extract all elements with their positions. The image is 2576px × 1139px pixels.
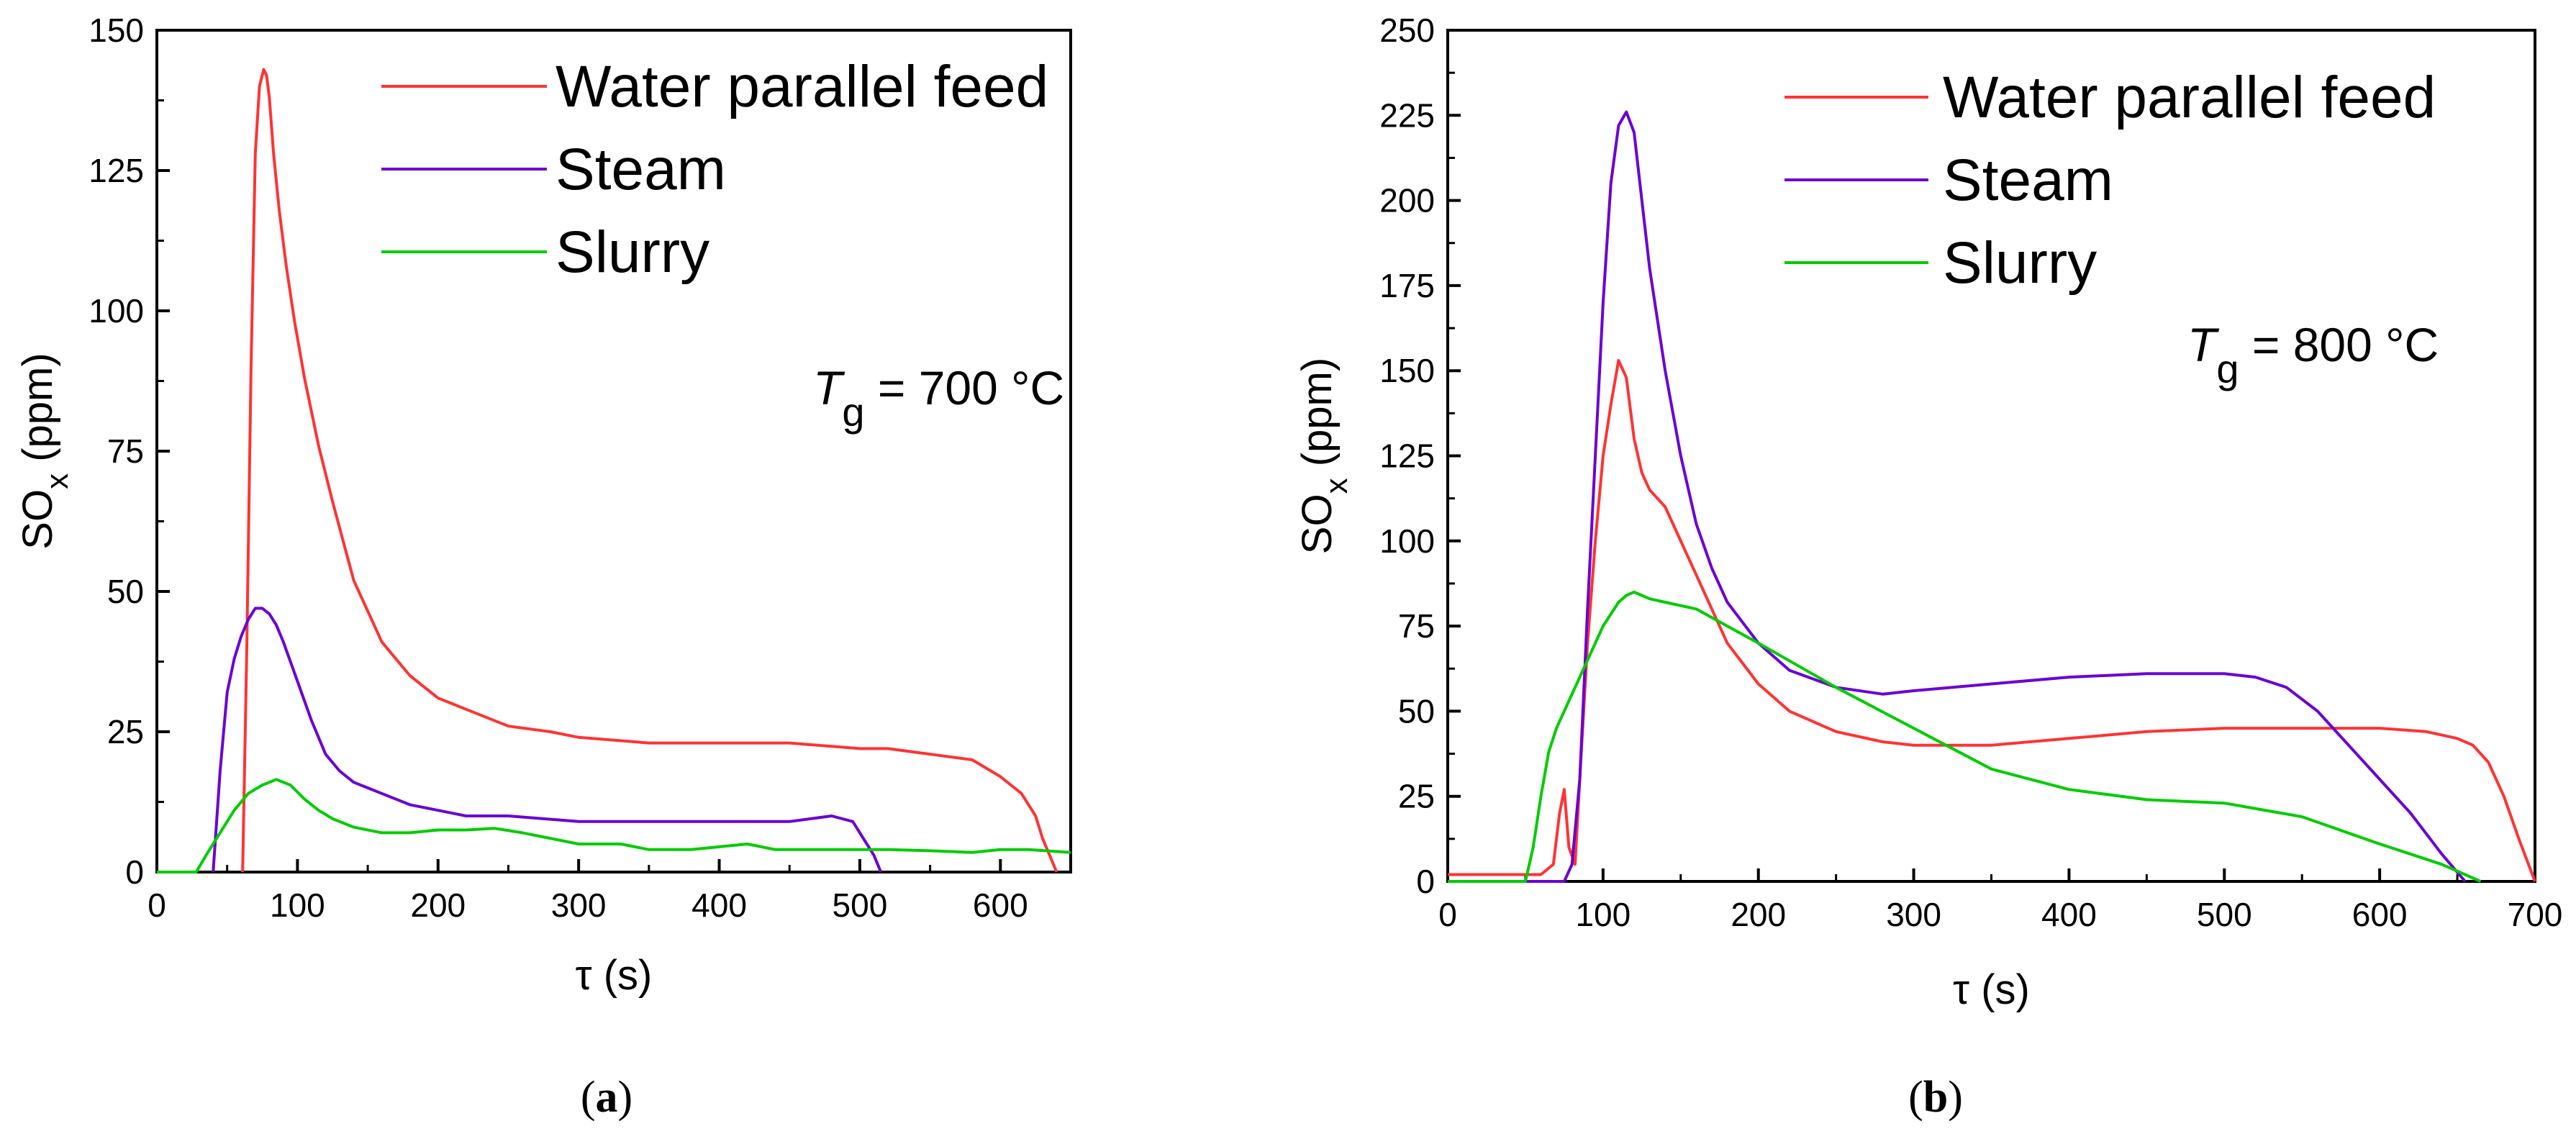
series-line-a-slurry: [157, 778, 1071, 873]
temperature-annotation-b: Tg = 800 °C: [2187, 318, 2439, 391]
x-tick-label-b-700: 700: [2508, 896, 2563, 933]
panel-label-b: (b): [1908, 1073, 1963, 1122]
panel-label-b-letter: b: [1923, 1073, 1948, 1122]
x-tick-label-a-0: 0: [148, 886, 166, 924]
annotation-subscript: g: [2216, 346, 2239, 391]
x-tick-label-a-100: 100: [270, 886, 325, 924]
y-axis-label-b: SOx (ppm): [1294, 358, 1354, 554]
annotation-value: = 700 °C: [864, 361, 1064, 414]
annotation-value: = 800 °C: [2239, 318, 2439, 371]
y-tick-label-a-50: 50: [107, 573, 144, 610]
x-tick-label-a-400: 400: [691, 886, 747, 924]
x-tick-label-b-600: 600: [2352, 896, 2408, 933]
chart-panel-b: 0 100 200 300 400 500 600 700 0 25 50 75 100 125 150 17…: [1294, 12, 2562, 1013]
x-tick-label-b-100: 100: [1575, 896, 1631, 933]
y-tick-label-a-150: 150: [89, 12, 144, 49]
x-tick-label-a-200: 200: [410, 886, 466, 924]
y-tick-label-a-0: 0: [125, 853, 144, 891]
y-tick-label-b-50: 50: [1398, 692, 1435, 730]
y-axis-label-main: SO: [14, 489, 61, 550]
x-tick-label-b-400: 400: [2041, 896, 2097, 933]
y-axis-label-subscript: x: [1319, 478, 1354, 494]
series-line-b-water-parallel-feed: [1448, 359, 2536, 882]
temperature-annotation-a: Tg = 700 °C: [813, 361, 1064, 435]
legend-label-b-slurry: Slurry: [1943, 230, 2097, 296]
annotation-subscript: g: [842, 389, 864, 435]
legend-label-b-water-parallel-feed: Water parallel feed: [1943, 65, 2436, 130]
legend-label-b-steam: Steam: [1943, 148, 2113, 213]
y-tick-label-b-200: 200: [1379, 182, 1435, 219]
x-tick-label-a-300: 300: [551, 886, 607, 924]
y-axis-label-a: SOx (ppm): [14, 353, 75, 549]
y-tick-label-b-225: 225: [1379, 96, 1435, 134]
x-axis-label-a: τ (s): [576, 952, 653, 999]
y-tick-label-b-125: 125: [1379, 437, 1435, 475]
y-tick-label-b-75: 75: [1398, 607, 1435, 645]
legend-label-a-water-parallel-feed: Water parallel feed: [555, 54, 1048, 119]
y-tick-label-b-175: 175: [1379, 267, 1435, 304]
x-tick-label-b-200: 200: [1731, 896, 1786, 933]
series-line-b-slurry: [1448, 590, 2482, 883]
annotation-symbol: T: [2187, 318, 2220, 371]
chart-panel-a: 0 100 200 300 400 500 600 0 25 50 75 100 125 150 Water…: [14, 12, 1072, 999]
series-line-a-water-parallel-feed: [241, 68, 1058, 873]
series-line-b-steam: [1448, 110, 2467, 883]
x-tick-label-a-600: 600: [973, 886, 1028, 924]
y-tick-label-a-25: 25: [107, 713, 144, 750]
y-tick-label-b-150: 150: [1379, 352, 1435, 389]
x-tick-label-b-500: 500: [2197, 896, 2252, 933]
panel-label-a: (a): [581, 1073, 632, 1122]
legend-label-a-slurry: Slurry: [555, 219, 709, 285]
legend-label-a-steam: Steam: [555, 137, 726, 202]
y-axis-label-unit: (ppm): [14, 353, 61, 473]
x-tick-label-a-500: 500: [833, 886, 888, 924]
y-tick-label-b-100: 100: [1379, 522, 1435, 560]
annotation-symbol: T: [813, 361, 845, 414]
y-tick-label-a-100: 100: [89, 292, 144, 330]
panel-label-a-letter: a: [596, 1073, 618, 1122]
y-tick-label-b-0: 0: [1416, 863, 1435, 900]
y-axis-label-unit: (ppm): [1294, 358, 1341, 478]
y-tick-label-b-250: 250: [1379, 12, 1435, 49]
x-tick-label-b-300: 300: [1886, 896, 1941, 933]
series-line-a-steam: [212, 607, 883, 873]
x-axis-label-b: τ (s): [1953, 966, 2030, 1013]
y-tick-label-a-125: 125: [89, 152, 144, 189]
y-tick-label-a-75: 75: [107, 432, 144, 470]
y-tick-label-b-25: 25: [1398, 778, 1435, 815]
y-axis-label-main: SO: [1294, 494, 1341, 554]
x-tick-label-b-0: 0: [1438, 896, 1457, 933]
y-axis-label-subscript: x: [40, 473, 75, 489]
